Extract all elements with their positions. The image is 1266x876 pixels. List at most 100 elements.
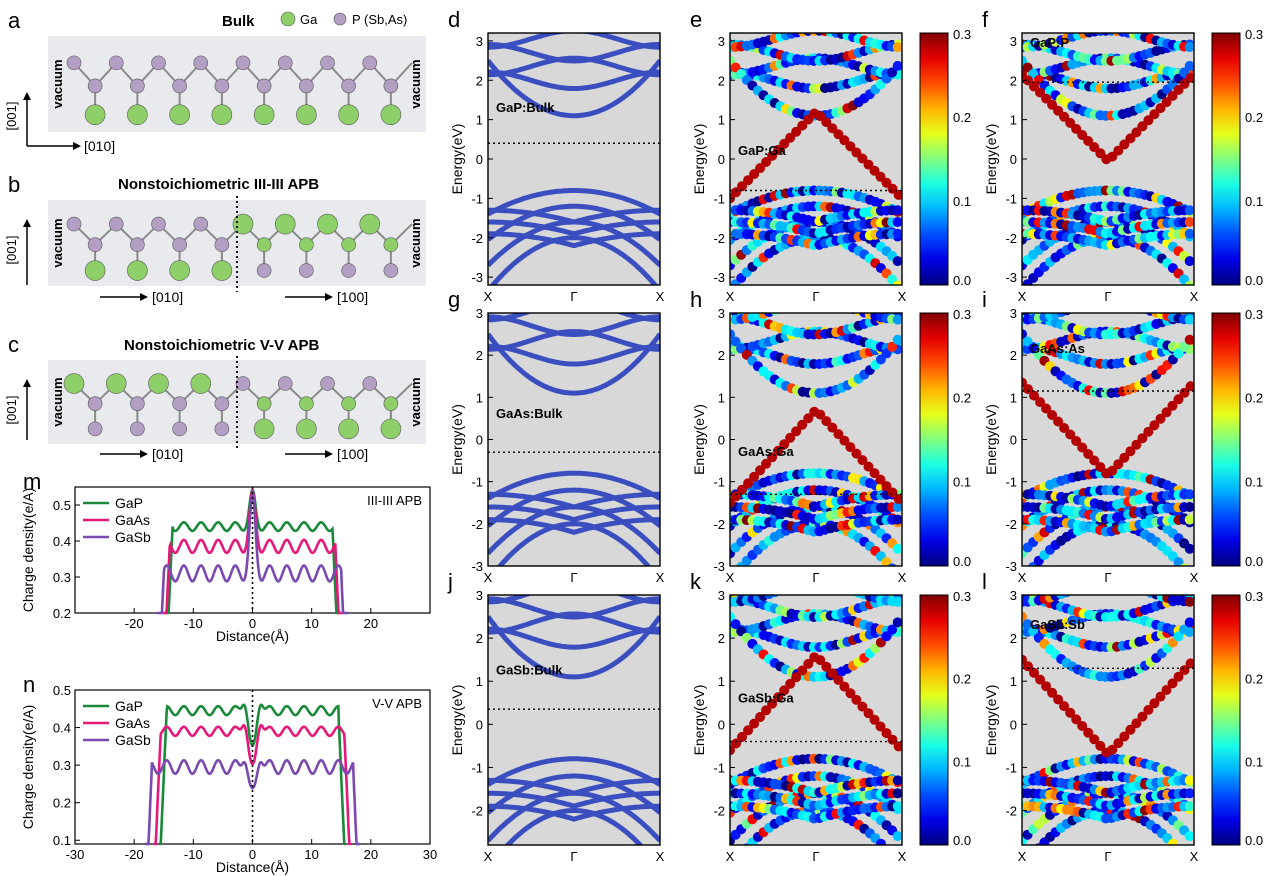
- band-point: [892, 314, 902, 325]
- band-point: [1184, 788, 1194, 799]
- y-tick-label: 0: [1010, 433, 1017, 448]
- y-tick-label: -2: [1005, 517, 1017, 532]
- band-point: [1056, 313, 1067, 318]
- band-point: [1184, 801, 1194, 812]
- band-curve: [488, 343, 660, 367]
- surface-state-point: [1083, 136, 1094, 146]
- surface-state-point: [1119, 731, 1130, 742]
- band-point: [1062, 595, 1071, 598]
- surface-state-point: [1131, 127, 1142, 138]
- surface-state-point: [1167, 91, 1178, 101]
- y-axis-label: Energy(eV): [691, 124, 707, 195]
- surface-state-point: [731, 491, 741, 502]
- surface-state-point: [761, 705, 772, 716]
- band-curve: [488, 611, 660, 635]
- band-lines: [488, 595, 660, 845]
- band-panel-i: i 3 2 1 0 -1 -2 -3 Energy(eV) X Γ X GaAs:As 0.3 0.2 0.1…: [982, 287, 1263, 585]
- band-panel-g: g 3 2 1 0 -1 -2 -3 Energy(eV) X Γ X GaAs:Bulk: [448, 287, 665, 585]
- surface-state-point: [821, 661, 832, 672]
- band-point: [792, 581, 802, 591]
- band-curve: [488, 803, 660, 822]
- surface-state-point: [857, 701, 868, 712]
- structure-title-a: Bulk: [222, 13, 255, 30]
- surface-state-point: [1071, 436, 1082, 446]
- y-tick-label: 1: [718, 113, 725, 128]
- x-tick-label: X: [726, 289, 735, 304]
- y-axis-label: Energy(eV): [449, 404, 465, 475]
- band-point: [1179, 624, 1190, 635]
- band-point: [1022, 611, 1027, 622]
- surface-state-point: [821, 416, 832, 427]
- p-atom: [235, 376, 251, 391]
- surface-state-point: [1065, 429, 1076, 440]
- atom: [256, 237, 272, 253]
- crystal-structures: a Bulk Ga P (Sb,As) vacuum vacuum [001] [010] b N…: [4, 8, 426, 462]
- y-axis-label: Charge density(e/A): [20, 488, 36, 613]
- axis-label-001: [001]: [4, 396, 19, 425]
- colorbar-tick-label: 0.0: [1245, 273, 1263, 288]
- atom: [383, 78, 399, 94]
- y-tick-label: -2: [1005, 804, 1017, 819]
- band-point: [826, 580, 836, 590]
- legend-label-gasb: GaSb: [115, 732, 151, 748]
- p-atom: [108, 55, 124, 71]
- band-point: [1090, 580, 1100, 590]
- arrow-head: [23, 92, 31, 100]
- y-tick-label: -1: [471, 475, 483, 490]
- x-tick-label: 10: [304, 616, 318, 631]
- panel-letter-a: a: [8, 8, 21, 33]
- surface-state-point: [1059, 701, 1070, 712]
- y-tick-label: -3: [713, 270, 725, 285]
- ga-atom: [274, 213, 296, 235]
- surface-state-point: [1131, 718, 1142, 729]
- ga-atom: [63, 373, 85, 394]
- band-background: [488, 595, 660, 845]
- band-point: [1184, 334, 1194, 345]
- surface-state-point: [1023, 75, 1033, 86]
- axis-label-001: [001]: [4, 236, 19, 265]
- x-tick-label: X: [484, 570, 493, 585]
- y-tick-label: 0.5: [53, 498, 71, 513]
- y-tick-label: -2: [713, 517, 725, 532]
- band-point: [1184, 256, 1194, 267]
- surface-state-point: [755, 465, 766, 476]
- atom: [299, 237, 314, 253]
- colorbar-frame: [919, 32, 949, 286]
- band-point: [736, 850, 746, 860]
- panel-letter-b: b: [8, 172, 20, 197]
- surface-state-point: [1041, 681, 1052, 692]
- surface-state-point: [1053, 694, 1064, 705]
- band-point: [1184, 60, 1194, 71]
- surface-state-point: [1167, 678, 1178, 689]
- band-frame: [729, 594, 903, 846]
- surface-state-point: [1023, 661, 1033, 672]
- colorbar-tick-label: 0.2: [953, 390, 971, 405]
- band-curve: [488, 188, 660, 217]
- surface-state-point: [767, 150, 778, 161]
- surface-state-point: [803, 658, 814, 669]
- surface-state-point: [1077, 721, 1088, 731]
- band-point: [1056, 595, 1067, 600]
- y-tick-label: 2: [476, 348, 483, 363]
- band-point: [1134, 302, 1144, 312]
- band-point: [887, 563, 897, 566]
- colorbar-tick-label: 0.0: [1245, 554, 1263, 569]
- surface-state-point: [1059, 423, 1070, 433]
- band-point: [887, 624, 898, 635]
- surface-state-point: [815, 655, 826, 666]
- legend-label-gap: GaP: [115, 698, 143, 714]
- band-point: [887, 341, 898, 352]
- p-atom: [256, 263, 272, 278]
- band-point: [736, 343, 747, 354]
- colorbar-tick-label: 0.3: [953, 589, 971, 604]
- y-tick-label: 2: [718, 73, 725, 88]
- atom: [256, 396, 272, 411]
- x-tick-label: X: [1018, 289, 1027, 304]
- structure-panel-b: vacuum vacuum: [48, 196, 426, 292]
- panel-letter-j: j: [447, 569, 453, 594]
- series-line-gasb: [144, 758, 361, 846]
- colorbar: [1212, 313, 1240, 566]
- band-point: [1112, 298, 1122, 308]
- surface-state-point: [767, 452, 778, 463]
- band-lines: [488, 313, 660, 566]
